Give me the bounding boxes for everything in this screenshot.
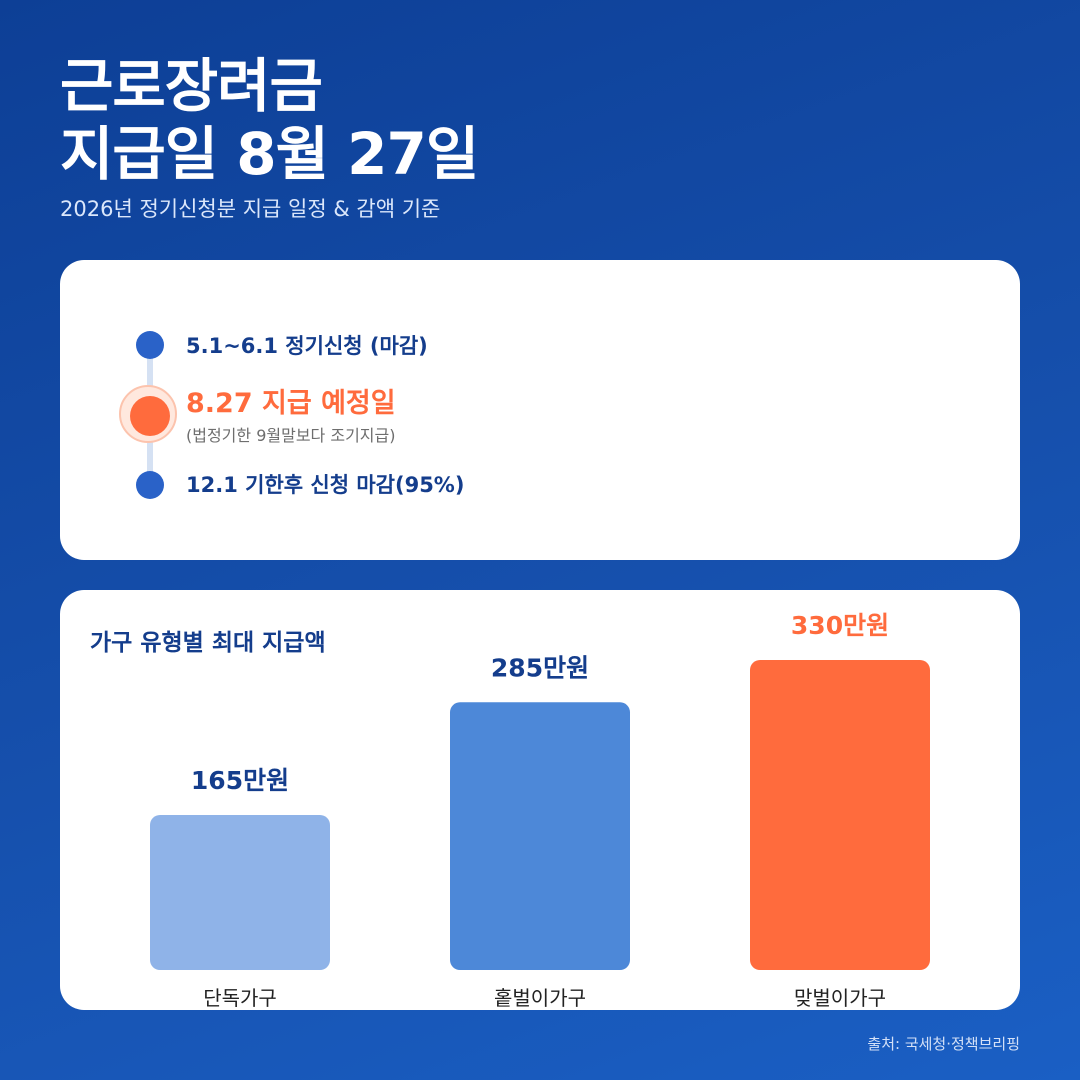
timeline-dot-application — [136, 331, 164, 359]
schedule-card: 5.1~6.1 정기신청 (마감) 8.27 지급 예정일 (법정기한 9월말보… — [60, 260, 1020, 560]
timeline-label-application: 5.1~6.1 정기신청 (마감) — [186, 334, 428, 358]
bar-0 — [150, 815, 330, 970]
bar-category-label-2: 맞벌이가구 — [794, 986, 886, 1010]
bar-category-label-1: 홑벌이가구 — [494, 986, 586, 1010]
bar-2 — [750, 660, 930, 970]
timeline-dot-payment — [130, 396, 170, 436]
bar-1 — [450, 702, 630, 970]
page-title: 근로장려금 지급일 8월 27일 — [60, 52, 479, 188]
bar-category-label-0: 단독가구 — [203, 986, 277, 1010]
source-footer: 출처: 국세청·정책브리핑 — [867, 1035, 1020, 1053]
chart-title: 가구 유형별 최대 지급액 — [90, 630, 326, 656]
bar-value-label-0: 165만원 — [191, 766, 289, 795]
bar-value-label-1: 285만원 — [491, 653, 589, 682]
title-line-2: 지급일 8월 27일 — [60, 120, 479, 188]
title-line-1: 근로장려금 — [60, 52, 323, 120]
timeline-label-late-deadline: 12.1 기한후 신청 마감(95%) — [186, 473, 465, 497]
page-subtitle: 2026년 정기신청분 지급 일정 & 감액 기준 — [60, 197, 441, 221]
timeline-dot-late-deadline — [136, 471, 164, 499]
timeline-note-payment: (법정기한 9월말보다 조기지급) — [186, 426, 396, 445]
bar-value-label-2: 330만원 — [791, 611, 889, 640]
timeline-label-payment: 8.27 지급 예정일 — [186, 388, 396, 419]
